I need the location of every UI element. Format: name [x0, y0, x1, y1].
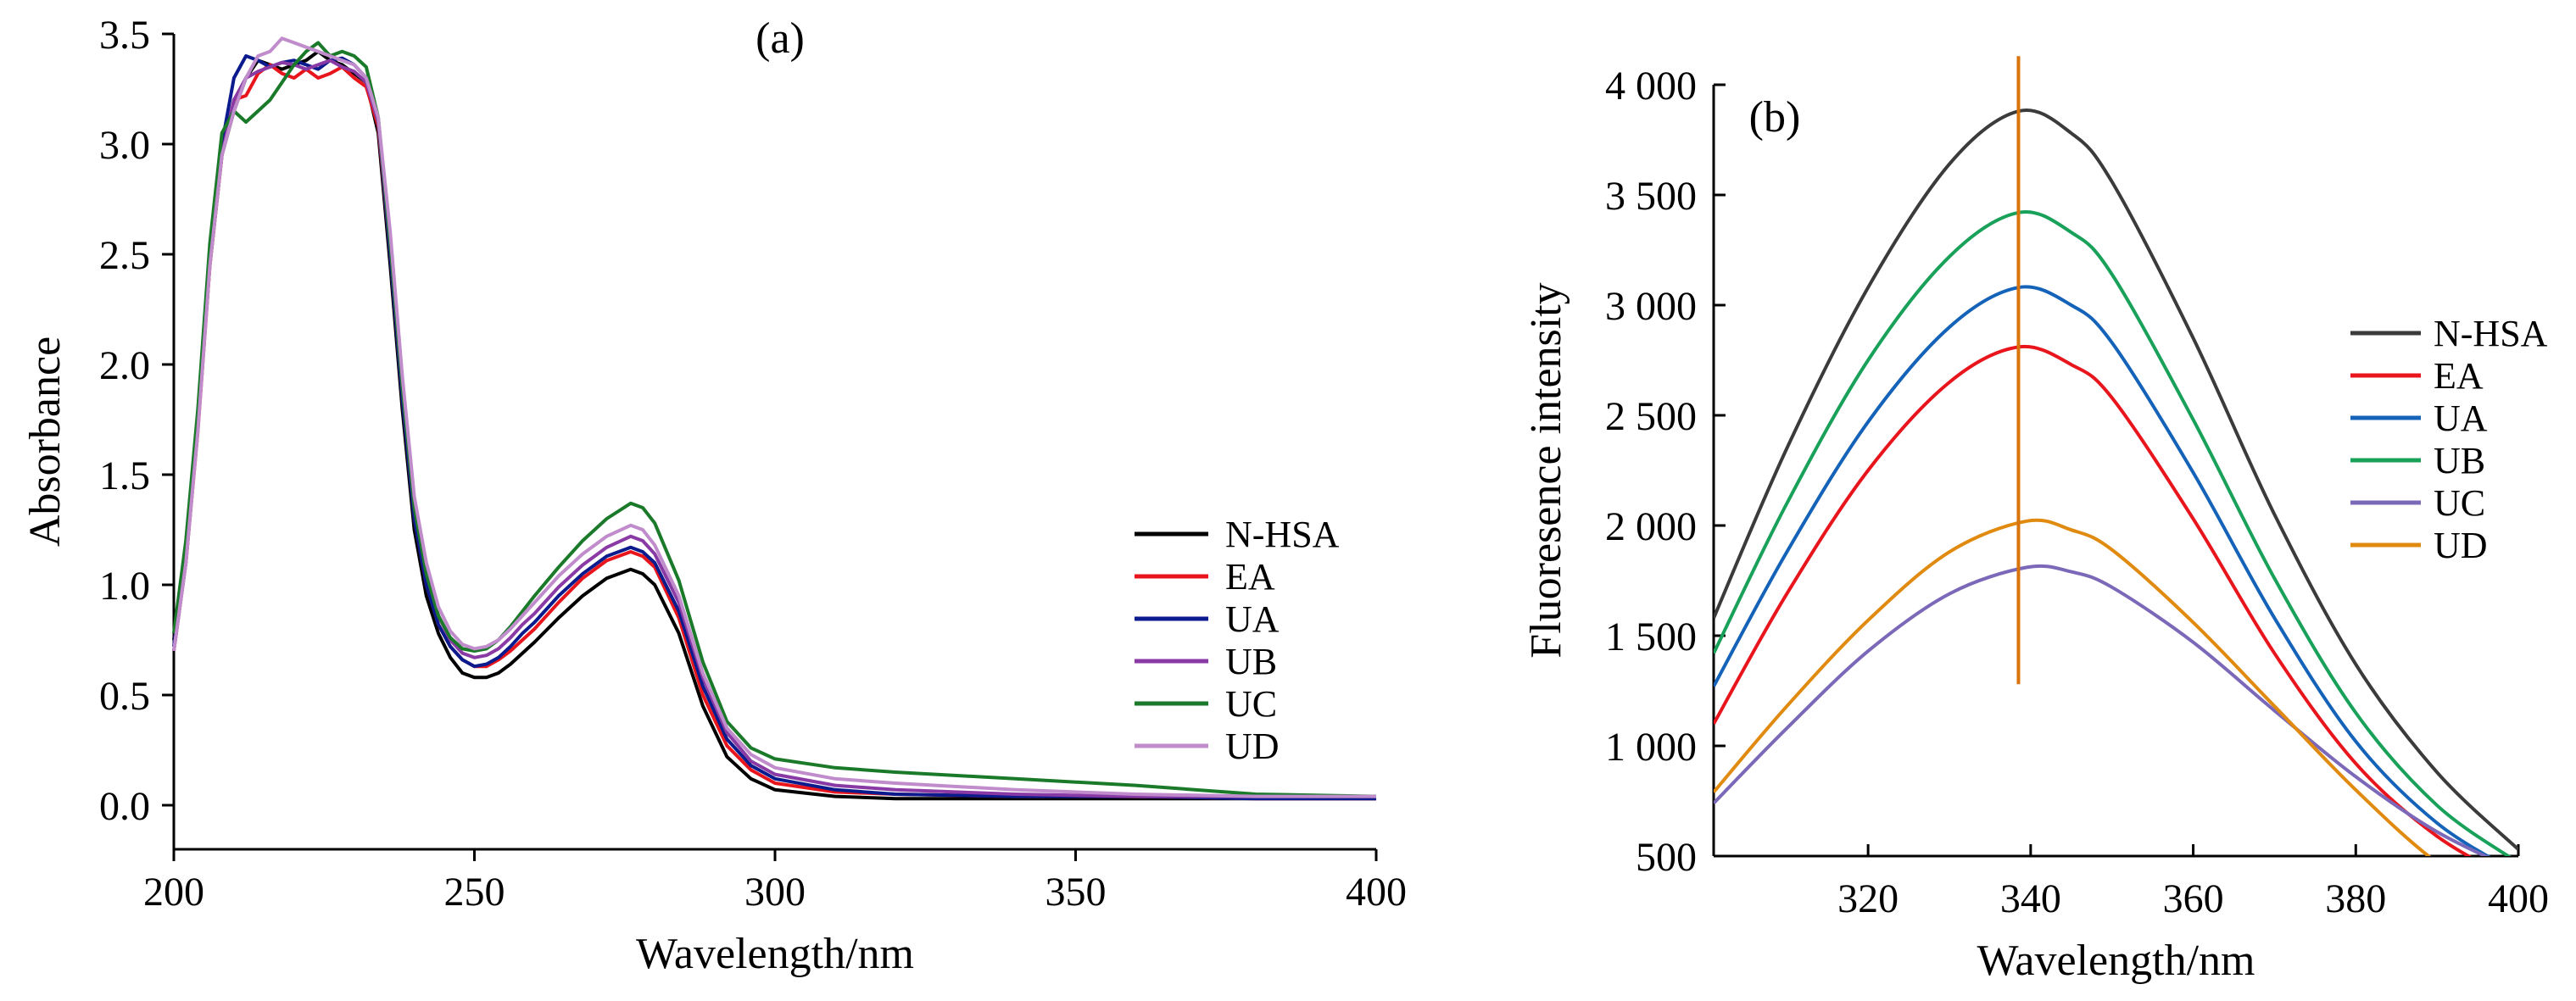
legend-label-n-hsa: N-HSA	[2434, 313, 2548, 354]
x-tick-label: 350	[1045, 870, 1107, 915]
series-line-ea	[172, 63, 1376, 801]
y-tick-label: 3.0	[99, 123, 150, 168]
legend-label-ea: EA	[1225, 556, 1275, 598]
y-tick-label: 2 500	[1605, 394, 1697, 439]
legend-label-ea: EA	[2434, 355, 2484, 397]
x-tick-label: 300	[744, 870, 806, 915]
legend-label-ub: UB	[2434, 440, 2485, 481]
series-line-ud	[1714, 518, 2432, 856]
legend-label-ud: UD	[2434, 525, 2488, 566]
x-tick-label: 360	[2163, 876, 2224, 921]
x-tick-label: 400	[2488, 876, 2549, 921]
legend-label-ub: UB	[1225, 641, 1277, 682]
series-line-ea	[1714, 344, 2473, 856]
series-line-ua	[172, 54, 1376, 801]
x-tick-label: 380	[2325, 876, 2386, 921]
x-axis-label: Wavelength/nm	[636, 930, 914, 978]
y-tick-label: 3 000	[1605, 284, 1697, 329]
x-tick-label: 200	[143, 870, 204, 915]
y-tick-label: 4 000	[1605, 64, 1697, 108]
legend-label-uc: UC	[2434, 482, 2485, 524]
x-tick-label: 400	[1346, 870, 1407, 915]
y-tick-label: 1.5	[99, 453, 150, 498]
series-line-ub	[172, 58, 1376, 798]
x-tick-label: 250	[444, 870, 505, 915]
series-line-n-hsa	[1714, 108, 2518, 851]
series-lines	[172, 36, 1377, 801]
y-tick-label: 2 000	[1605, 504, 1697, 549]
y-tick-label: 3 500	[1605, 174, 1697, 219]
y-tick-label: 1 000	[1605, 725, 1697, 770]
legend-label-uc: UC	[1225, 683, 1277, 725]
y-axis-label: Absorbance	[21, 336, 70, 547]
x-tick-label: 340	[2000, 876, 2061, 921]
legend-label-ud: UD	[1225, 726, 1280, 767]
x-axis-label: Wavelength/nm	[1977, 937, 2255, 985]
y-tick-label: 3.5	[99, 13, 150, 58]
x-tick-label: 320	[1837, 876, 1899, 921]
y-tick-label: 0.5	[99, 674, 150, 719]
panel-a-absorbance-chart: 0.0 0.5 1.0 1.5 2.0 2.5 3.0 3.5 200 250 300 350 400 W…	[21, 13, 1407, 978]
legend-label-ua: UA	[2434, 398, 2488, 439]
y-axis-label: Fluoresence intensity	[1522, 282, 1570, 658]
series-line-uc	[1714, 564, 2490, 856]
y-tick-label: 0.0	[99, 784, 150, 829]
y-tick-label: 1.0	[99, 564, 150, 609]
y-tick-label: 2.0	[99, 343, 150, 388]
legend-label-n-hsa: N-HSA	[1225, 514, 1340, 555]
series-line-ud	[172, 36, 1376, 798]
series-line-n-hsa	[172, 49, 1376, 801]
y-tick-label: 500	[1636, 835, 1697, 880]
series-lines	[1714, 108, 2518, 856]
series-line-uc	[172, 41, 1377, 798]
series-line-ua	[1714, 285, 2491, 856]
panel-b-fluorescence-chart: 500 1 000 1 500 2 000 2 500 3 000 3 500 4 000 32…	[1522, 56, 2549, 985]
panel-label: (b)	[1749, 93, 1801, 142]
y-tick-label: 2.5	[99, 233, 150, 278]
legend-label-ua: UA	[1225, 598, 1280, 640]
y-tick-label: 1 500	[1605, 615, 1697, 659]
panel-label: (a)	[756, 14, 805, 63]
series-line-ub	[1714, 209, 2512, 856]
